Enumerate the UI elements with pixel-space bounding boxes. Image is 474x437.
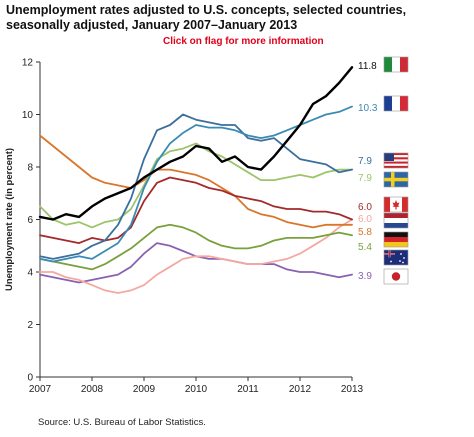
star-icon (399, 260, 401, 262)
flag-canton (384, 153, 394, 161)
flag-stripe (384, 153, 408, 156)
chart-title-line1: Unemployment rates adjusted to U.S. conc… (6, 3, 407, 17)
flag-part (384, 242, 408, 247)
flag-border (383, 95, 409, 112)
star-icon (390, 260, 392, 263)
end-value-label: 5.8 (358, 227, 372, 238)
y-tick-label: 2 (27, 320, 33, 331)
y-tick-label: 10 (22, 110, 34, 121)
us-flag-icon[interactable] (383, 152, 409, 169)
flag-part (384, 218, 408, 223)
flag-border (383, 152, 409, 169)
flag-part (384, 223, 408, 228)
flag-part (402, 197, 408, 212)
flag-part (384, 177, 408, 182)
chart-axes: 0 2 4 6 8 10 12 2007 2008 2009 2010 2011 2012 2013 Une… (4, 58, 364, 396)
series-line-italy (38, 66, 354, 221)
maple-leaf-icon (392, 200, 400, 210)
series-line-united-states (39, 113, 353, 260)
flag-part (392, 57, 400, 72)
end-value-label: 7.9 (358, 173, 372, 184)
france-flag-icon[interactable] (383, 95, 409, 112)
flag-part (392, 96, 400, 111)
flag-border (383, 171, 409, 188)
x-tick-label: 2010 (185, 384, 208, 395)
flag-border (383, 212, 409, 229)
star-icon (400, 253, 402, 255)
chart-title: Unemployment rates adjusted to U.S. conc… (6, 3, 466, 33)
flag-part (400, 96, 408, 111)
flag-stripe (384, 157, 408, 160)
y-tick-label: 6 (27, 215, 33, 226)
x-tick-label: 2008 (81, 384, 104, 395)
flag-part (384, 96, 392, 111)
x-tick-label: 2011 (237, 384, 259, 395)
flag-border (383, 56, 409, 73)
sweden-flag-icon[interactable] (383, 171, 409, 188)
flag-border (383, 268, 409, 285)
series-line-canada (39, 176, 353, 245)
chart-series-group (38, 66, 354, 294)
x-tick-label: 2007 (29, 384, 52, 395)
star-icon (403, 257, 405, 259)
flag-part (384, 57, 392, 72)
end-value-label: 6.0 (358, 214, 372, 225)
end-labels-group: 11.8 10.3 7.9 7.9 6.06.0 5.8 5.4 3.9 (358, 61, 378, 282)
y-tick-label: 0 (27, 373, 33, 384)
flag-part (384, 197, 390, 212)
end-value-label: 5.4 (358, 242, 372, 253)
y-tick-label: 12 (22, 58, 34, 69)
x-tick-label: 2013 (341, 384, 364, 395)
canada-flag-icon[interactable] (383, 196, 409, 213)
y-axis-label: Unemployment rate (in percent) (4, 148, 15, 291)
end-value-label: 7.9 (358, 156, 372, 167)
flag-stripe (384, 165, 408, 168)
flag-stripe (384, 161, 408, 164)
flag-part (384, 232, 408, 237)
series-line-germany (39, 218, 353, 294)
x-tick-label: 2009 (133, 384, 156, 395)
australia-flag-icon[interactable] (383, 249, 409, 266)
series-line-united-kingdom (39, 223, 353, 271)
x-tick-label: 2012 (289, 384, 312, 395)
series-line-sweden (39, 142, 353, 229)
star-icon (402, 261, 404, 264)
flag-part (400, 57, 408, 72)
sun-disc-icon (391, 272, 401, 281)
italy-flag-icon[interactable] (383, 56, 409, 73)
flag-border (383, 231, 409, 248)
end-value-label: 3.9 (358, 271, 372, 282)
end-value-label: 6.0 (358, 202, 372, 213)
germany-flag-icon[interactable] (383, 231, 409, 248)
y-tick-label: 8 (27, 163, 33, 174)
click-flag-note: Click on flag for more information (163, 36, 324, 47)
end-value-label: 10.3 (358, 103, 378, 114)
flag-border (383, 249, 409, 266)
flag-stripe (384, 159, 408, 162)
flag-border (383, 196, 409, 213)
japan-flag-icon[interactable] (383, 268, 409, 285)
flag-stripe (384, 163, 408, 166)
series-line-netherlands (39, 134, 353, 229)
flag-part (384, 237, 408, 242)
flag-cross (389, 250, 390, 258)
chart-title-line2: seasonally adjusted, January 2007–Januar… (6, 18, 298, 32)
source-note: Source: U.S. Bureau of Labor Statistics. (38, 417, 206, 428)
flag-stripe (384, 155, 408, 158)
netherlands-flag-icon[interactable] (383, 212, 409, 229)
end-value-label: 11.8 (358, 61, 377, 72)
flag-part (384, 213, 408, 218)
y-tick-label: 4 (27, 268, 33, 279)
flag-legend[interactable] (383, 56, 409, 285)
